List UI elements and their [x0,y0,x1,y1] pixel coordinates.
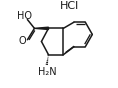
Text: HCl: HCl [60,1,79,11]
Text: H₂N: H₂N [38,67,57,77]
Text: O: O [19,36,26,46]
Polygon shape [34,27,48,29]
Text: HO: HO [17,11,32,21]
